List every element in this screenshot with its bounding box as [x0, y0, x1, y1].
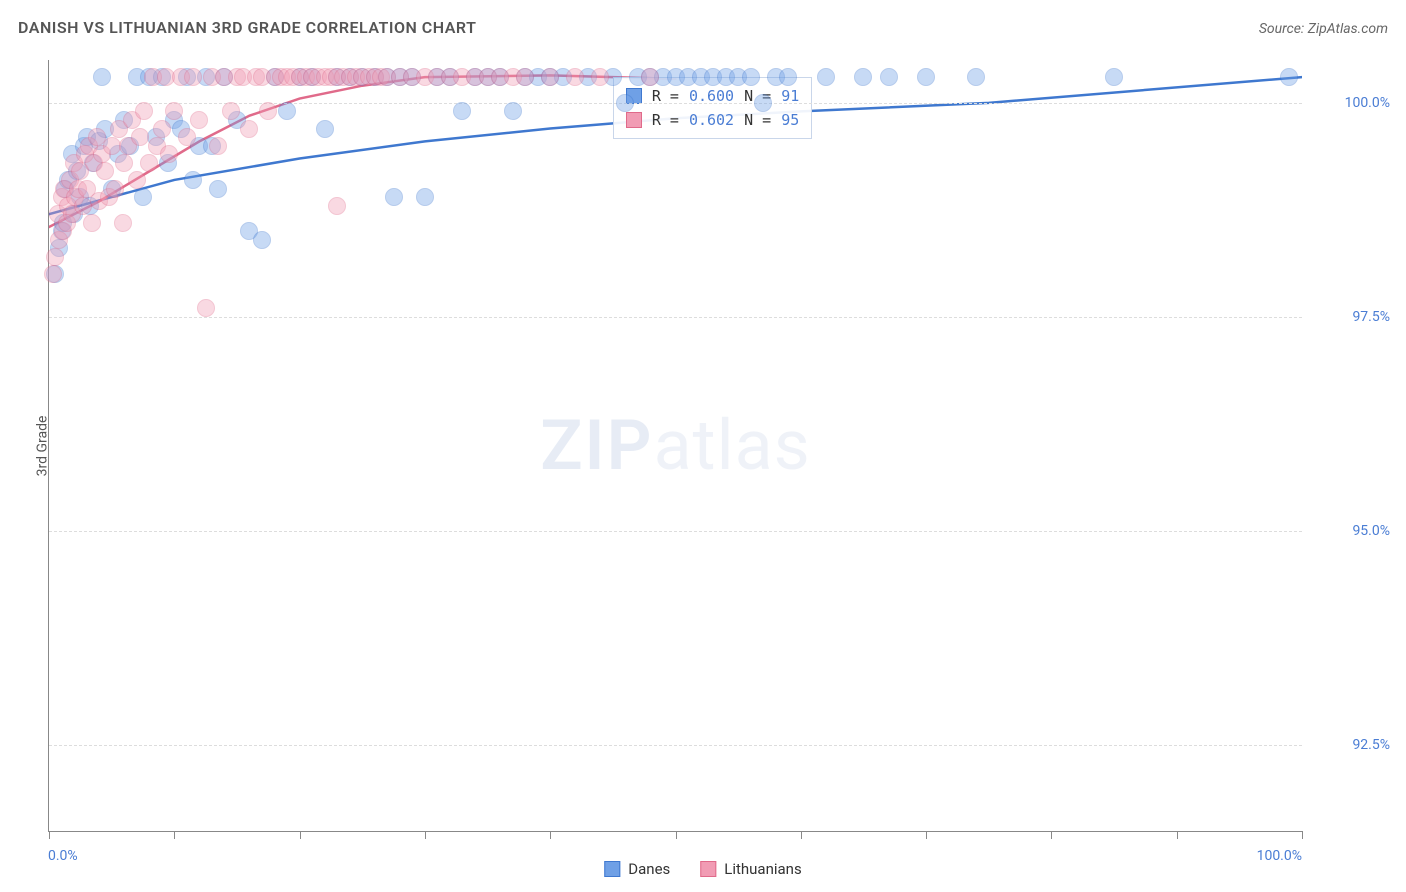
n-value-lithuanians: 95 [781, 108, 799, 132]
point-lithuanians [153, 120, 171, 138]
point-danes [1105, 68, 1123, 86]
stats-legend: R = 0.600 N = 91 R = 0.602 N = 95 [613, 77, 812, 139]
point-lithuanians [74, 197, 92, 215]
point-lithuanians [128, 171, 146, 189]
legend-label-danes: Danes [628, 860, 670, 878]
point-danes [453, 102, 471, 120]
x-tick [425, 831, 426, 839]
x-tick [174, 831, 175, 839]
point-danes [880, 68, 898, 86]
point-lithuanians [115, 154, 133, 172]
point-lithuanians [114, 214, 132, 232]
plot-region: ZIPatlas R = 0.600 N = 91 R = 0.602 N = … [48, 60, 1302, 832]
source-label: Source: ZipAtlas.com [1259, 21, 1388, 37]
point-lithuanians [566, 68, 584, 86]
grid-line [49, 317, 1302, 318]
point-danes [1280, 68, 1298, 86]
point-lithuanians [541, 68, 559, 86]
point-danes [316, 120, 334, 138]
point-danes [504, 102, 522, 120]
watermark: ZIPatlas [540, 405, 811, 487]
point-lithuanians [44, 265, 62, 283]
point-danes [184, 171, 202, 189]
x-tick [1051, 831, 1052, 839]
x-tick [801, 831, 802, 839]
point-danes [209, 180, 227, 198]
point-lithuanians [240, 120, 258, 138]
y-tick-label: 92.5% [1310, 737, 1390, 753]
point-lithuanians [209, 137, 227, 155]
point-lithuanians [106, 180, 124, 198]
point-lithuanians [178, 128, 196, 146]
x-tick [1302, 831, 1303, 839]
r-value-lithuanians: 0.602 [689, 108, 734, 132]
point-lithuanians [516, 68, 534, 86]
swatch-lithuanians [626, 112, 642, 128]
series-legend: Danes Lithuanians [604, 860, 801, 878]
legend-item-danes: Danes [604, 860, 670, 878]
n-label: N = [744, 108, 771, 132]
point-lithuanians [103, 137, 121, 155]
r-label: R = [652, 84, 679, 108]
n-value-danes: 91 [781, 84, 799, 108]
point-lithuanians [131, 128, 149, 146]
y-tick-label: 100.0% [1310, 95, 1390, 111]
grid-line [49, 531, 1302, 532]
swatch-lithuanians [700, 861, 716, 877]
point-lithuanians [591, 68, 609, 86]
point-danes [385, 188, 403, 206]
point-lithuanians [184, 68, 202, 86]
chart-area: 3rd Grade ZIPatlas R = 0.600 N = 91 R = … [48, 60, 1302, 832]
x-tick [1177, 831, 1178, 839]
grid-line [49, 103, 1302, 104]
trend-lines [49, 60, 1302, 831]
point-lithuanians [83, 214, 101, 232]
point-lithuanians [641, 68, 659, 86]
point-danes [854, 68, 872, 86]
r-label: R = [652, 108, 679, 132]
grid-line [49, 745, 1302, 746]
point-lithuanians [222, 102, 240, 120]
point-lithuanians [328, 197, 346, 215]
stats-row-lithuanians: R = 0.602 N = 95 [626, 108, 799, 132]
point-danes [779, 68, 797, 86]
x-max-label: 100.0% [1257, 848, 1302, 864]
point-lithuanians [135, 102, 153, 120]
point-danes [917, 68, 935, 86]
x-tick [676, 831, 677, 839]
chart-title: DANISH VS LITHUANIAN 3RD GRADE CORRELATI… [18, 18, 476, 37]
point-danes [754, 94, 772, 112]
point-lithuanians [259, 102, 277, 120]
point-danes [817, 68, 835, 86]
y-tick-label: 97.5% [1310, 309, 1390, 325]
watermark-zip: ZIP [540, 405, 653, 487]
point-danes [416, 188, 434, 206]
watermark-atlas: atlas [654, 405, 811, 487]
r-value-danes: 0.600 [689, 84, 734, 108]
point-lithuanians [160, 145, 178, 163]
point-danes [93, 68, 111, 86]
point-danes [616, 94, 634, 112]
y-tick-label: 95.0% [1310, 523, 1390, 539]
legend-label-lithuanians: Lithuanians [724, 860, 801, 878]
point-lithuanians [96, 162, 114, 180]
x-tick [49, 831, 50, 839]
point-lithuanians [197, 299, 215, 317]
stats-row-danes: R = 0.600 N = 91 [626, 84, 799, 108]
legend-item-lithuanians: Lithuanians [700, 860, 801, 878]
point-lithuanians [140, 154, 158, 172]
point-danes [742, 68, 760, 86]
swatch-danes [604, 861, 620, 877]
point-danes [278, 102, 296, 120]
x-min-label: 0.0% [48, 848, 78, 864]
x-tick [926, 831, 927, 839]
point-danes [134, 188, 152, 206]
point-lithuanians [165, 102, 183, 120]
point-danes [967, 68, 985, 86]
point-lithuanians [190, 111, 208, 129]
point-danes [253, 231, 271, 249]
x-tick [550, 831, 551, 839]
point-lithuanians [46, 248, 64, 266]
x-tick [300, 831, 301, 839]
